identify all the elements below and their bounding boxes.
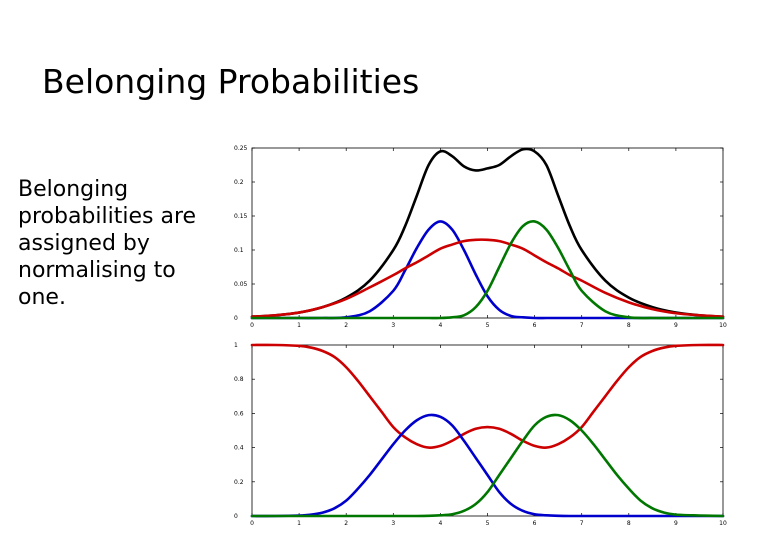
slide-title: Belonging Probabilities [42,62,420,101]
x-tick-label: 7 [580,520,584,527]
y-tick-label: 0.2 [234,479,244,486]
x-tick-label: 1 [297,520,301,527]
y-tick-label: 0 [234,513,238,520]
series-line-2 [250,238,725,318]
probability-chart: 0 1 2 3 4 5 6 7 8 9 10 0 0.2 0.4 0.6 0.8 1 [234,342,727,527]
x-tick-label: 1 [297,322,301,329]
x-tick-label: 10 [719,322,727,329]
x-tick-label: 2 [344,322,348,329]
x-tick-label: 5 [486,322,490,329]
series-line-2 [250,413,725,518]
y-tick-label: 0.1 [234,247,244,254]
y-tick-label: 0.2 [234,179,244,186]
x-tick-label: 5 [486,520,490,527]
slide-body-text: Belonging probabilities are assigned by … [18,177,197,310]
x-tick-label: 8 [627,520,631,527]
x-tick-label: 0 [250,322,254,329]
y-tick-label: 0.05 [234,281,248,288]
x-tick-label: 3 [391,322,395,329]
x-tick-label: 10 [719,520,727,527]
series-line-1 [250,413,725,518]
x-tick-label: 8 [627,322,631,329]
y-tick-label: 0.4 [234,445,244,452]
y-tick-label: 0.25 [234,145,248,152]
series-line-0 [250,343,725,449]
y-tick-label: 0 [234,315,238,322]
x-tick-label: 6 [533,322,537,329]
series-line-3 [250,220,725,320]
x-tick-label: 4 [438,520,442,527]
density-chart: 0 1 2 3 4 5 6 7 8 9 10 0 0.05 0.1 0.15 0.2 0.25 [234,145,727,329]
x-tick-label: 7 [580,322,584,329]
x-tick-label: 4 [438,322,442,329]
x-tick-label: 0 [250,520,254,527]
x-tick-label: 2 [344,520,348,527]
y-tick-label: 0.6 [234,410,244,417]
x-tick-label: 9 [674,520,678,527]
x-tick-label: 6 [533,520,537,527]
y-tick-label: 1 [234,342,238,349]
x-tick-label: 3 [391,520,395,527]
series-line-0 [250,147,725,318]
series-line-1 [250,220,725,320]
x-tick-label: 9 [674,322,678,329]
y-tick-label: 0.15 [234,213,248,220]
y-tick-label: 0.8 [234,376,244,383]
